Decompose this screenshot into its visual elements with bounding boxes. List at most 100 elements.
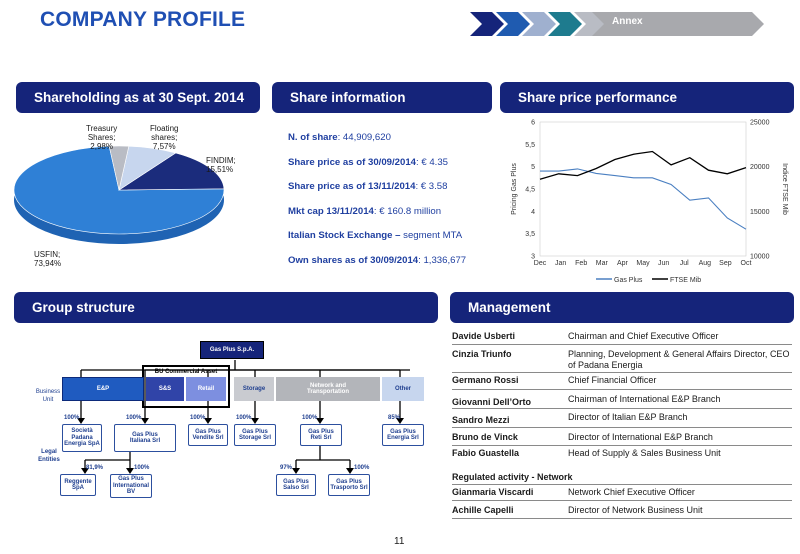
company-reggente: Reggente SpA <box>60 474 96 496</box>
legend-gas-plus: Gas Plus <box>614 277 643 284</box>
pie-label-floating: Floating shares; 7,57% <box>150 124 179 151</box>
share-info-item: Mkt cap 13/11/2014: € 160.8 million <box>288 205 442 217</box>
y-axis-ticks: 6 5,5 5 4,5 4 3,5 3 <box>525 120 535 261</box>
chart-series <box>539 150 747 230</box>
breadcrumb-annex[interactable]: Annex <box>612 16 643 27</box>
org-parent: Gas Plus S.p.A. <box>200 341 264 359</box>
company-vendite: Gas Plus Vendite Srl <box>188 424 228 446</box>
x-tick-label: Apr <box>617 260 629 267</box>
y2-tick-label: 15000 <box>750 209 770 216</box>
share-info-list: N. of share: 44,909,620 Share price as o… <box>288 132 466 279</box>
series-line-gas-plus <box>540 168 747 230</box>
company-reti: Gas Plus Reti Srl <box>300 424 342 446</box>
x-tick-label: May <box>636 260 650 267</box>
pct-trasporto: 100% <box>354 465 370 471</box>
share-info-item: N. of share: 44,909,620 <box>288 132 391 143</box>
x-tick-label: Mar <box>596 260 609 267</box>
company-gasplus-italiana: Gas Plus Italiana Srl <box>114 424 176 452</box>
chevron-3-icon <box>522 12 556 36</box>
y2-axis-label: Indice FTSE Mib <box>781 163 788 215</box>
y2-tick-label: 20000 <box>750 164 770 171</box>
x-tick-label: Jun <box>658 260 669 267</box>
bu-ep: E&P <box>62 377 144 401</box>
management-row: Achille Capelli Director of Network Busin… <box>452 505 792 519</box>
x-tick-label: Dec <box>534 260 547 267</box>
chevron-2-icon <box>496 12 530 36</box>
pct-reti: 100% <box>302 415 318 421</box>
x-tick-label: Feb <box>575 260 587 267</box>
x-tick-label: Oct <box>741 260 752 267</box>
management-row: Germano Rossi Chief Financial Officer <box>452 375 792 390</box>
y-axis-label: Pricing Gas Plus <box>511 163 518 215</box>
management-row: Bruno de Vinck Director of International … <box>452 432 792 446</box>
annex-chevron <box>592 12 764 36</box>
y2-axis-ticks: 25000 20000 15000 10000 <box>750 120 770 261</box>
pct-reggente: 81,9% <box>86 465 104 471</box>
pie-slice-findim <box>117 152 225 191</box>
company-energia: Gas Plus Energia Srl <box>382 424 424 446</box>
regulated-activity-heading: Regulated activity - Network <box>452 472 573 482</box>
pct-energia: 85% <box>388 415 401 421</box>
x-axis-ticks: Dec Jan Feb Mar Apr May Jun Jul Aug Sep Oct <box>534 260 752 267</box>
chart-legend: Gas Plus FTSE Mib <box>596 277 701 284</box>
y-tick-label: 3 <box>531 254 535 261</box>
pct-italiana: 100% <box>126 415 142 421</box>
share-info-item: Share price as of 13/11/2014: € 3.58 <box>288 181 448 192</box>
share-info-item: Share price as of 30/09/2014: € 4.35 <box>288 156 449 168</box>
pie-label-findim: FINDIM; 15,51% <box>206 156 236 174</box>
share-info-item: Italian Stock Exchange – segment MTA <box>288 230 463 241</box>
share-info-item: Own shares as of 30/09/2014: 1,336,677 <box>288 254 467 266</box>
series-line-ftse-mib <box>539 150 747 180</box>
regulated-divider <box>452 484 792 485</box>
management-row: Fabio Guastella Head of Supply & Sales Bu… <box>452 448 721 458</box>
management-row: Davide Usberti Chairman and Chief Executi… <box>452 331 792 345</box>
chevron-1-icon <box>470 12 504 36</box>
y2-tick-label: 25000 <box>750 120 770 127</box>
business-unit-label: Business Unit <box>35 389 61 403</box>
management-row: Sandro Mezzi Director of Italian E&P Bran… <box>452 412 792 428</box>
bu-other: Other <box>382 377 424 401</box>
pct-international: 100% <box>134 465 150 471</box>
management-row: Giovanni Dell’Orto Chairman of Internatio… <box>452 394 792 409</box>
x-tick-label: Jan <box>555 260 566 267</box>
company-trasporto: Gas Plus Trasporto Srl <box>328 474 370 496</box>
pct-vendite: 100% <box>190 415 206 421</box>
legend-ftse: FTSE Mib <box>670 277 701 284</box>
bu-ss: S&S <box>146 377 184 401</box>
pct-padana: 100% <box>64 415 80 421</box>
company-international: Gas Plus International BV <box>110 474 152 498</box>
management-row: Gianmaria Viscardi Network Chief Executiv… <box>452 487 792 501</box>
x-tick-label: Sep <box>719 260 732 267</box>
page-number: 11 <box>394 536 405 547</box>
bu-network: Network and Transportation <box>276 377 380 401</box>
pct-salso: 97% <box>280 465 293 471</box>
chevron-4-icon <box>548 12 582 36</box>
shareholding-header: Shareholding as at 30 Sept. 2014 <box>16 82 260 113</box>
pct-storage: 100% <box>236 415 252 421</box>
pie-label-treasury: Treasury Shares; 2,98% <box>86 124 118 151</box>
share-price-chart: 6 5,5 5 4,5 4 3,5 3 25000 20000 15000 10000 Dec Ja… <box>511 120 788 285</box>
y-tick-label: 5,5 <box>525 142 535 149</box>
legal-entities-label: Legal Entities <box>38 449 60 463</box>
group-structure-header: Group structure <box>14 292 438 323</box>
chart-plot-area <box>539 121 747 257</box>
share-info-header: Share information <box>272 82 492 113</box>
company-storage: Gas Plus Storage Srl <box>234 424 276 446</box>
y-tick-label: 3,5 <box>525 231 535 238</box>
management-header: Management <box>450 292 794 323</box>
bu-storage: Storage <box>234 377 274 401</box>
y-tick-label: 4,5 <box>525 187 535 194</box>
page-title: COMPANY PROFILE <box>40 8 246 31</box>
management-row: Cinzia Triunfo Planning, Development & Ge… <box>452 347 792 373</box>
pie-slice-treasury <box>108 145 130 191</box>
y-tick-label: 6 <box>531 120 535 127</box>
x-tick-label: Jul <box>680 260 689 267</box>
y-tick-label: 5 <box>531 164 535 171</box>
pie-slices <box>13 145 225 235</box>
y-tick-label: 4 <box>531 209 535 216</box>
pie-label-usfin: USFIN; 73,94% <box>34 250 62 268</box>
bu-retail: Retail <box>186 377 226 401</box>
x-tick-label: Aug <box>699 260 712 267</box>
breadcrumb <box>470 12 764 36</box>
share-price-header: Share price performance <box>500 82 794 113</box>
